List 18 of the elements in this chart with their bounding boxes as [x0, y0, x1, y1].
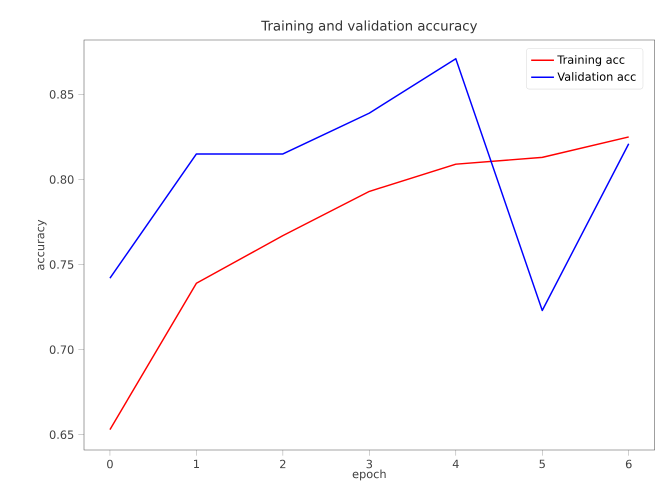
legend-label: Validation acc — [557, 72, 636, 81]
chart-title: Training and validation accuracy — [261, 20, 478, 34]
y-tick-label: 0.75 — [50, 260, 74, 269]
y-tick-label: 0.80 — [50, 175, 74, 184]
x-tick-label: 0 — [107, 460, 113, 468]
x-tick-label: 5 — [540, 460, 545, 468]
x-tick-label: 1 — [194, 460, 199, 468]
line-series — [109, 136, 630, 430]
x-tick-label: 6 — [626, 460, 632, 468]
y-axis-title: accuracy — [38, 220, 47, 270]
y-tick-label: 0.70 — [50, 345, 74, 354]
x-tick-label: 2 — [280, 460, 286, 468]
x-tick-label: 4 — [452, 460, 459, 468]
legend-label: Training acc — [557, 55, 624, 66]
y-tick-label: 0.65 — [50, 430, 74, 439]
y-tick-label: 0.85 — [50, 90, 74, 99]
x-axis-title: epoch — [352, 469, 386, 480]
x-tick-label: 3 — [366, 460, 372, 468]
